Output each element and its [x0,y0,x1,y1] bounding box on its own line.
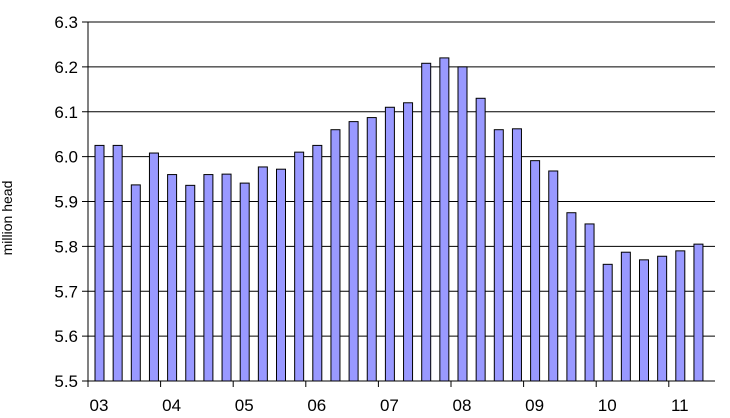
bar-24 [530,160,541,382]
bar-4 [167,174,178,382]
bar-15 [366,117,377,382]
bar-14 [348,121,359,382]
bar-17 [403,102,414,382]
bar-21 [475,97,486,382]
x-tick-label-5: 08 [453,396,472,415]
bar-32 [675,250,686,382]
bar-18 [421,62,432,382]
x-tick-label-1: 04 [162,396,181,415]
bars [94,57,704,382]
tick-labels: 5.5 5.6 5.7 5.8 5.9 6.0 6.1 6.2 6.3 03 04 05 06 07 08 0… [54,13,688,415]
bar-1 [112,144,123,382]
y-tick-label-2: 5.7 [54,282,78,301]
bar-10 [276,168,286,382]
bar-31 [657,255,668,382]
bar-9 [257,166,268,382]
y-tick-label-5: 6.0 [54,148,78,167]
bar-22 [493,129,504,382]
y-tick-label-6: 6.1 [54,103,78,122]
y-tick-label-8: 6.3 [54,13,78,32]
bar-26 [566,212,577,382]
bar-6 [203,174,214,382]
bar-2 [130,184,141,382]
y-tick-label-4: 5.9 [54,193,78,212]
bar-5 [185,184,196,382]
bar-28 [602,263,613,382]
bar-12 [312,144,323,382]
bar-11 [294,151,305,382]
bar-8 [239,182,250,382]
bar-33 [693,243,704,382]
y-tick-label-1: 5.6 [54,327,78,346]
x-tick-label-7: 10 [598,396,617,415]
bar-13 [330,129,341,382]
bar-29 [620,251,631,382]
x-tick-label-8: 11 [671,396,689,415]
bar-0 [94,144,105,382]
bar-30 [639,259,649,382]
bar-27 [584,223,595,382]
axes [82,21,715,387]
bar-3 [148,152,159,382]
x-tick-label-3: 06 [307,396,326,415]
bar-16 [384,106,395,382]
bar-23 [511,128,522,382]
bar-25 [548,170,559,382]
bar-19 [439,57,450,382]
bar-20 [457,66,468,382]
bar-7 [221,173,232,382]
y-tick-label-3: 5.8 [54,237,78,256]
y-axis-title: million head [0,181,15,256]
x-tick-label-2: 05 [235,396,254,415]
x-tick-label-0: 03 [90,396,109,415]
y-tick-label-0: 5.5 [54,372,78,391]
y-tick-label-7: 6.2 [54,58,78,77]
x-tick-label-4: 07 [380,396,399,415]
x-tick-label-6: 09 [525,396,544,415]
